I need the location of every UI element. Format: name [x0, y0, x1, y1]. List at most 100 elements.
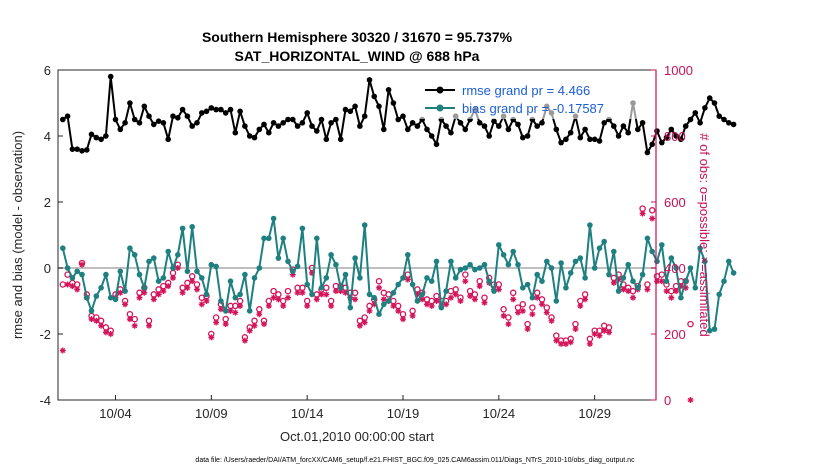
y2-tick-label: 0 — [664, 393, 671, 408]
bias-point — [706, 327, 713, 334]
bias-point — [577, 255, 584, 261]
obs-assimilated-point — [543, 309, 550, 316]
rmse-point — [424, 126, 430, 133]
obs-assimilated-point — [328, 302, 335, 309]
obs-assimilated-point — [232, 309, 239, 316]
bias-point — [481, 261, 488, 268]
legend-rmse-marker — [436, 86, 444, 94]
bias-point — [280, 235, 287, 242]
rmse-point — [261, 121, 267, 128]
rmse-point — [663, 134, 670, 141]
obs-assimilated-point — [457, 298, 464, 304]
rmse-point — [481, 123, 488, 129]
bias-point — [294, 263, 301, 270]
rmse-point — [381, 126, 387, 133]
bias-point — [299, 225, 306, 232]
obs-assimilated-point — [102, 329, 109, 336]
rmse-point — [567, 129, 574, 136]
bias-point — [438, 304, 445, 311]
obs-assimilated-point — [155, 291, 162, 298]
obs-assimilated-point — [122, 301, 129, 308]
rmse-point — [232, 129, 239, 136]
bias-point — [189, 224, 195, 230]
bias-point — [433, 258, 440, 265]
y-tick-label: -2 — [39, 327, 51, 342]
bias-point — [309, 291, 315, 298]
bias-point — [170, 265, 176, 271]
bias-point — [424, 275, 430, 281]
obs-assimilated-point — [644, 286, 651, 293]
rmse-point — [251, 134, 258, 141]
rmse-point — [309, 123, 315, 129]
bias-point — [107, 294, 114, 301]
obs-possible-point — [500, 306, 507, 313]
bias-point — [630, 278, 636, 285]
rmse-point — [131, 116, 138, 123]
obs-assimilated-point — [117, 289, 124, 296]
obs-assimilated-point — [160, 288, 167, 295]
rmse-point — [577, 134, 584, 141]
rmse-point — [342, 106, 349, 113]
legend-rmse-label: rmse grand pr = 4.466 — [462, 83, 590, 98]
rmse-point — [390, 100, 397, 106]
bias-point — [476, 265, 483, 271]
obs-assimilated-point — [452, 291, 459, 298]
rmse-point — [107, 73, 114, 80]
rmse-point — [294, 123, 301, 129]
obs-assimilated-point — [256, 311, 263, 318]
obs-possible-point — [658, 271, 666, 278]
obs-assimilated-point — [404, 276, 411, 283]
rmse-point — [405, 126, 411, 133]
bias-point — [601, 238, 607, 245]
obs-assimilated-point — [577, 302, 584, 309]
bias-point — [366, 291, 373, 298]
rmse-point — [601, 120, 607, 126]
bias-point — [323, 275, 330, 281]
y2-tick-label: 400 — [664, 261, 686, 276]
obs-assimilated-point — [495, 286, 502, 293]
obs-possible-point — [270, 287, 277, 295]
obs-assimilated-point — [390, 302, 397, 309]
bias-point — [218, 298, 224, 304]
rmse-point — [395, 116, 402, 123]
bias-point — [160, 275, 167, 281]
bias-point — [682, 278, 689, 285]
rmse-point — [290, 116, 296, 123]
y-tick-label: 2 — [44, 195, 51, 210]
rmse-point — [88, 131, 95, 138]
x-tick-label: 10/29 — [578, 406, 611, 421]
rmse-point — [457, 120, 464, 126]
bias-point — [711, 326, 718, 332]
rmse-point — [237, 108, 243, 115]
bias-point — [270, 215, 277, 222]
footer-datafile: data file: /Users/raeder/DAI/ATM_forcXX/… — [195, 457, 635, 464]
x-tick-label: 10/19 — [387, 406, 420, 421]
rmse-point — [520, 134, 526, 141]
rmse-point — [208, 105, 215, 111]
rmse-point — [69, 146, 76, 152]
rmse-point — [179, 106, 186, 113]
x-tick-label: 10/24 — [483, 406, 516, 421]
bias-point — [409, 281, 416, 288]
bias-point — [414, 298, 421, 304]
obs-assimilated-point — [553, 337, 560, 344]
rmse-point — [702, 105, 708, 111]
bias-point — [524, 281, 531, 288]
bias-point — [227, 278, 234, 285]
obs-assimilated-point — [179, 289, 186, 296]
chart-title: Southern Hemisphere 30320 / 31670 = 95.7… — [202, 29, 513, 45]
obs-assimilated-point — [510, 296, 517, 303]
bias-point — [88, 308, 95, 314]
legend-box — [418, 81, 650, 119]
obs-assimilated-point — [366, 307, 373, 314]
rmse-point — [227, 106, 234, 113]
rmse-point — [371, 93, 378, 100]
bias-point — [184, 268, 191, 275]
bias-point — [467, 261, 473, 268]
obs-assimilated-point — [668, 294, 675, 301]
obs-assimilated-point — [184, 284, 191, 291]
bias-point — [131, 252, 138, 258]
bias-point — [395, 281, 402, 288]
axes-layer: -4 -2 0 2 4 6 0 200 400 600 800 1000 10/04 10/09 10/14… — [39, 63, 692, 421]
bias-point — [591, 265, 598, 271]
